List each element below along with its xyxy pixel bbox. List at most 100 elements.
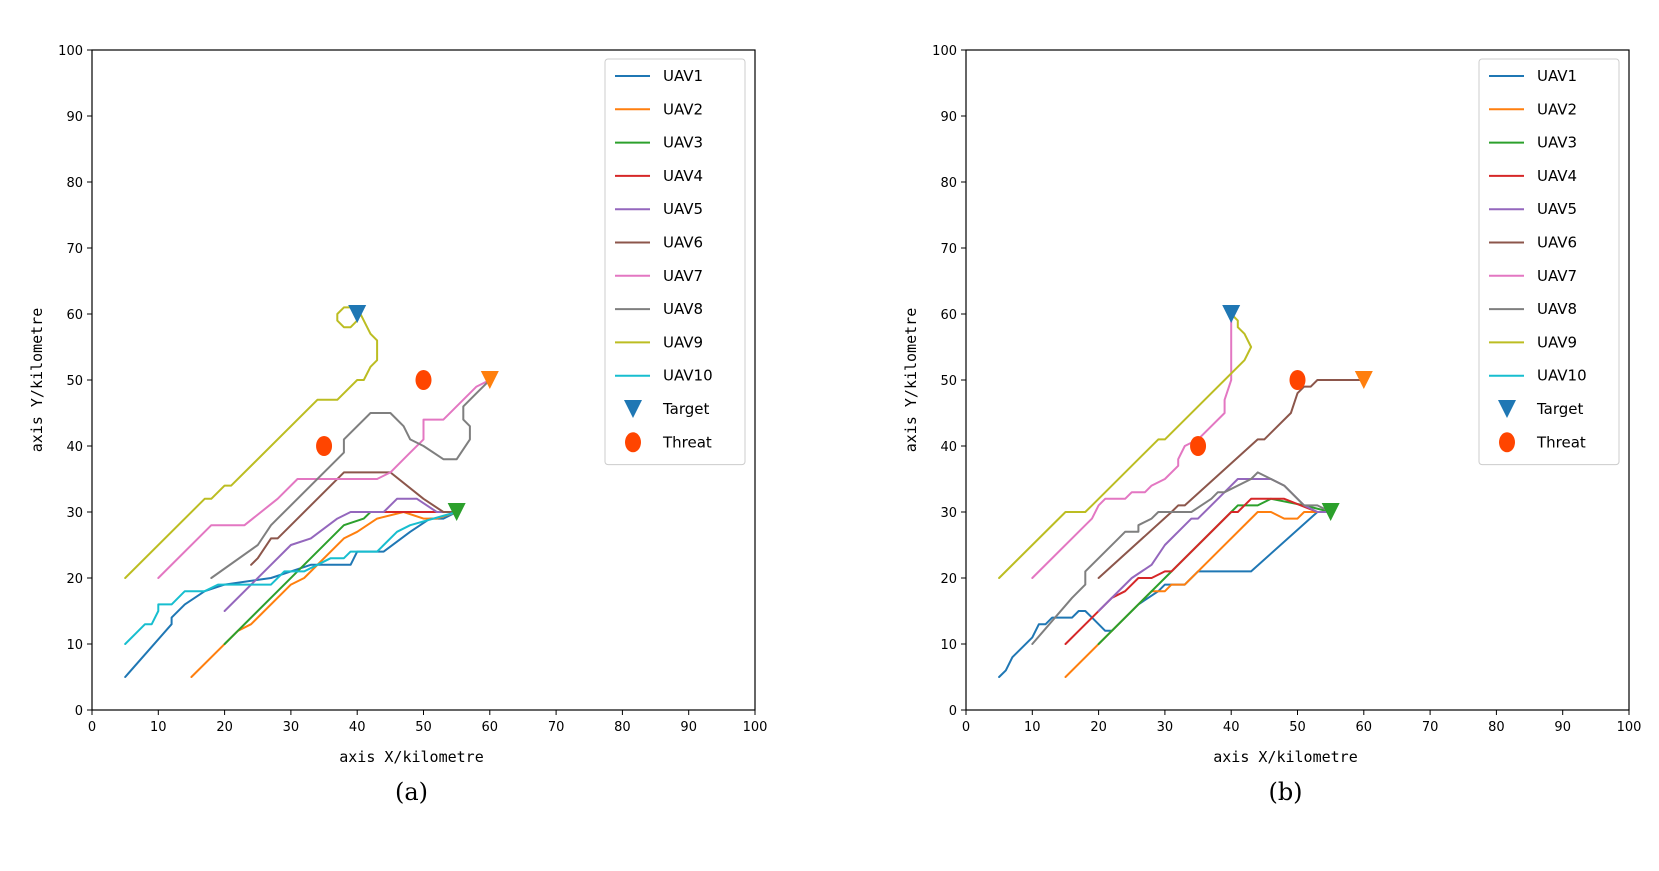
x-tick-label: 80 [1488,720,1505,735]
y-tick-label: 10 [66,638,83,653]
y-tick-label: 20 [66,572,83,587]
x-tick-label: 90 [680,720,697,735]
x-tick-label: 60 [1356,720,1373,735]
y-tick-label: 80 [940,176,957,191]
panel-label: (a) [395,778,428,806]
legend-label: UAV6 [663,234,703,252]
x-tick-label: 30 [1157,720,1174,735]
y-tick-label: 30 [66,506,83,521]
x-tick-label: 40 [349,720,366,735]
x-axis-label: axis X/kilometre [1213,748,1358,766]
series-line-uav6 [250,471,458,566]
legend-label: Threat [1536,433,1586,451]
x-tick-label: 20 [216,720,233,735]
legend-label: UAV8 [663,300,703,318]
series-line-uav5 [1097,478,1332,612]
legend-label: UAV9 [1537,333,1577,351]
y-tick-label: 100 [58,44,83,59]
series-line-uav8 [1031,471,1332,645]
series-line-uav9 [998,313,1253,579]
y-tick-label: 100 [932,44,957,59]
y-tick-label: 70 [940,242,957,257]
legend-label: UAV4 [1537,167,1577,185]
y-tick-label: 50 [940,374,957,389]
y-tick-label: 80 [66,176,83,191]
legend-label: UAV10 [663,367,713,385]
y-tick-label: 60 [940,308,957,323]
threat-marker [415,370,432,390]
y-tick-label: 10 [940,638,957,653]
legend-label: UAV2 [663,100,703,118]
series-line-uav7 [157,379,491,579]
series-line-uav1 [998,511,1319,678]
x-axis-label: axis X/kilometre [339,748,484,766]
series-line-uav10 [124,511,458,645]
legend-target-marker [1498,400,1516,418]
threat-marker [1190,436,1207,456]
legend-threat-marker [1499,432,1515,453]
y-tick-label: 60 [66,308,83,323]
legend-label: UAV2 [1537,100,1577,118]
target-marker [1222,305,1241,323]
x-tick-label: 70 [548,720,565,735]
target-marker [348,305,367,323]
x-tick-label: 20 [1090,720,1107,735]
x-tick-label: 90 [1554,720,1571,735]
series-line-uav4 [1064,497,1332,645]
x-tick-label: 60 [482,720,499,735]
series-line-uav2 [1064,511,1332,678]
series-line-uav3 [223,511,458,645]
y-axis-label: axis Y/kilometre [902,308,920,453]
target-marker [1354,371,1373,389]
series-line-uav2 [190,511,458,678]
x-tick-label: 50 [1289,720,1306,735]
threat-marker [316,436,333,456]
x-tick-label: 40 [1223,720,1240,735]
legend-threat-marker [625,432,641,453]
chart-panel: 0 10 20 30 40 50 60 70 80 90 100 0 10 20 30 40 50 60 70 80 9… [28,44,767,806]
legend-label: UAV5 [663,200,703,218]
legend: UAV1 UAV2 UAV3 UAV4 UAV5 UAV6 UAV7 UAV8 UAV9 UAV1… [1478,58,1620,466]
x-tick-label: 100 [1617,720,1642,735]
x-tick-label: 80 [614,720,631,735]
legend-label: UAV5 [1537,200,1577,218]
panel-label: (b) [1268,778,1302,806]
x-tick-label: 10 [150,720,167,735]
x-tick-label: 30 [283,720,300,735]
legend-label: Target [1536,400,1584,418]
y-tick-label: 50 [66,374,83,389]
y-tick-label: 40 [940,440,957,455]
y-tick-label: 40 [66,440,83,455]
series-line-uav1 [124,511,458,678]
legend-label: UAV1 [663,67,703,85]
x-tick-label: 0 [962,720,970,735]
series-line-uav8 [210,379,491,579]
target-marker [480,371,499,389]
target-marker [447,503,466,521]
legend-box [1478,58,1620,466]
legend-label: UAV8 [1537,300,1577,318]
legend-label: UAV7 [1537,267,1577,285]
legend-label: UAV3 [1537,134,1577,152]
x-tick-label: 10 [1024,720,1041,735]
chart-panel: 0 10 20 30 40 50 60 70 80 90 100 0 10 20 30 40 50 60 70 80 9… [902,44,1641,806]
legend-label: UAV4 [663,167,703,185]
y-tick-label: 0 [75,704,83,719]
legend-label: Threat [662,433,712,451]
legend-label: UAV6 [1537,234,1577,252]
legend-label: Target [662,400,710,418]
y-axis-label: axis Y/kilometre [28,308,46,453]
y-tick-label: 0 [949,704,957,719]
legend-label: UAV1 [1537,67,1577,85]
x-tick-label: 100 [743,720,768,735]
legend: UAV1 UAV2 UAV3 UAV4 UAV5 UAV6 UAV7 UAV8 UAV9 UAV1… [604,58,746,466]
legend-box [604,58,746,466]
legend-label: UAV10 [1537,367,1587,385]
series-line-uav9 [124,306,379,579]
series-line-uav6 [1097,379,1365,579]
y-tick-label: 70 [66,242,83,257]
x-tick-label: 0 [88,720,96,735]
threat-marker [1289,370,1306,390]
target-marker [1321,503,1340,521]
x-tick-label: 50 [415,720,432,735]
